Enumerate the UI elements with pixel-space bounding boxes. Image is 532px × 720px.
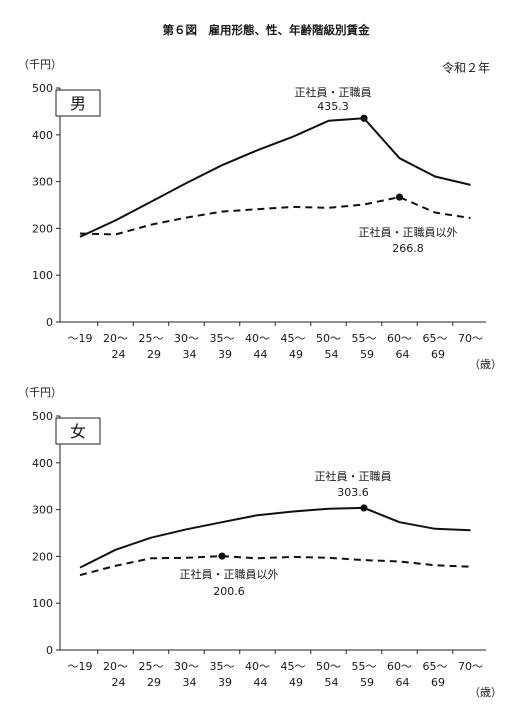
y-tick-label: 200	[32, 550, 53, 563]
x-tick-label-sub: 39	[218, 348, 232, 361]
series-line-regular	[79, 117, 471, 238]
x-tick-label: 30～	[174, 660, 199, 673]
x-tick-label: 50～	[316, 332, 341, 345]
x-tick-label: 70～	[458, 660, 483, 673]
y-tick-label: 500	[32, 410, 53, 423]
series-annotation-value: 303.6	[337, 486, 369, 499]
x-tick-label-sub: 44	[254, 676, 268, 689]
x-tick-label-sub: 54	[325, 676, 339, 689]
y-tick-label: 0	[46, 316, 53, 329]
y-axis-unit-label: （千円）	[18, 58, 62, 71]
panel-label: 男	[70, 94, 86, 113]
x-tick-label: 40～	[245, 332, 270, 345]
peak-marker	[218, 552, 226, 560]
x-tick-label-sub: 34	[183, 676, 197, 689]
x-axis-unit-label: （歳）	[469, 358, 502, 371]
panel-label-box	[55, 417, 101, 445]
x-tick-label-sub: 54	[325, 348, 339, 361]
x-tick-label: 65～	[423, 332, 448, 345]
y-tick-label: 300	[32, 504, 53, 517]
series-line-regular	[79, 506, 471, 569]
x-tick-label-sub: 24	[112, 676, 126, 689]
series-annotation-value: 266.8	[392, 242, 424, 255]
x-tick-label: 55～	[352, 332, 377, 345]
x-tick-label-sub: 24	[112, 348, 126, 361]
x-tick-label: 55～	[352, 660, 377, 673]
x-tick-label-sub: 34	[183, 348, 197, 361]
x-tick-label: 60～	[387, 660, 412, 673]
panel-label: 女	[70, 422, 86, 441]
x-tick-label-sub: 69	[431, 348, 445, 361]
y-tick-label: 200	[32, 222, 53, 235]
x-tick-label: 35～	[210, 660, 235, 673]
y-tick-label: 300	[32, 176, 53, 189]
y-tick-label: 400	[32, 457, 53, 470]
x-tick-label: 45～	[281, 332, 306, 345]
peak-marker	[360, 504, 368, 512]
x-tick-label: 25～	[139, 332, 164, 345]
x-tick-label: 60～	[387, 332, 412, 345]
peak-marker	[360, 114, 368, 122]
series-annotation-name: 正社員・正職員以外	[180, 567, 279, 581]
x-tick-label: 20～	[103, 660, 128, 673]
x-tick-label-sub: 64	[396, 676, 410, 689]
x-tick-label-sub: 69	[431, 676, 445, 689]
y-tick-label: 400	[32, 129, 53, 142]
x-tick-label-sub: 59	[360, 676, 374, 689]
x-tick-label-sub: 59	[360, 348, 374, 361]
y-tick-label: 500	[32, 82, 53, 95]
series-annotation-name: 正社員・正職員以外	[359, 225, 458, 239]
x-tick-label-sub: 64	[396, 348, 410, 361]
figure-title: 第６図 雇用形態、性、年齢階級別賃金	[163, 23, 370, 37]
x-tick-label: 35～	[210, 332, 235, 345]
x-axis-unit-label: （歳）	[469, 686, 502, 699]
panel-label-box	[55, 89, 101, 117]
y-tick-label: 100	[32, 269, 53, 282]
year-label: 令和２年	[442, 60, 490, 75]
x-tick-label: 30～	[174, 332, 199, 345]
series-annotation-name: 正社員・正職員	[315, 469, 392, 483]
series-annotation-name: 正社員・正職員	[295, 85, 372, 99]
chart-panel-female: （千円） 0 100 200 300 400 500 ～19 20～ 24 25～ 29 30～ 34 35…	[18, 386, 502, 699]
x-tick-label-sub: 44	[254, 348, 268, 361]
x-tick-label: 20～	[103, 332, 128, 345]
y-axis-unit-label: （千円）	[18, 386, 62, 399]
x-tick-label: 45～	[281, 660, 306, 673]
y-tick-label: 100	[32, 597, 53, 610]
x-tick-label: ～19	[68, 332, 93, 345]
x-tick-label-sub: 39	[218, 676, 232, 689]
series-annotation-value: 435.3	[317, 100, 349, 113]
x-tick-label: 40～	[245, 660, 270, 673]
x-tick-label-sub: 49	[289, 676, 303, 689]
series-line-non-regular	[79, 555, 471, 577]
x-tick-label: 25～	[139, 660, 164, 673]
x-tick-label: 70～	[458, 332, 483, 345]
x-tick-label: 65～	[423, 660, 448, 673]
x-tick-label-sub: 29	[147, 348, 161, 361]
x-tick-label-sub: 29	[147, 676, 161, 689]
y-tick-label: 0	[46, 644, 53, 657]
peak-marker	[395, 193, 404, 201]
series-annotation-value: 200.6	[213, 585, 245, 598]
series-line-non-regular	[79, 196, 471, 236]
x-tick-label-sub: 49	[289, 348, 303, 361]
chart-panel-male: （千円） 0 100 200 300 400 500 ～19 20～ 24 25～ 29 30～ 34 35…	[18, 58, 502, 371]
x-tick-label: ～19	[68, 660, 93, 673]
x-tick-label: 50～	[316, 660, 341, 673]
